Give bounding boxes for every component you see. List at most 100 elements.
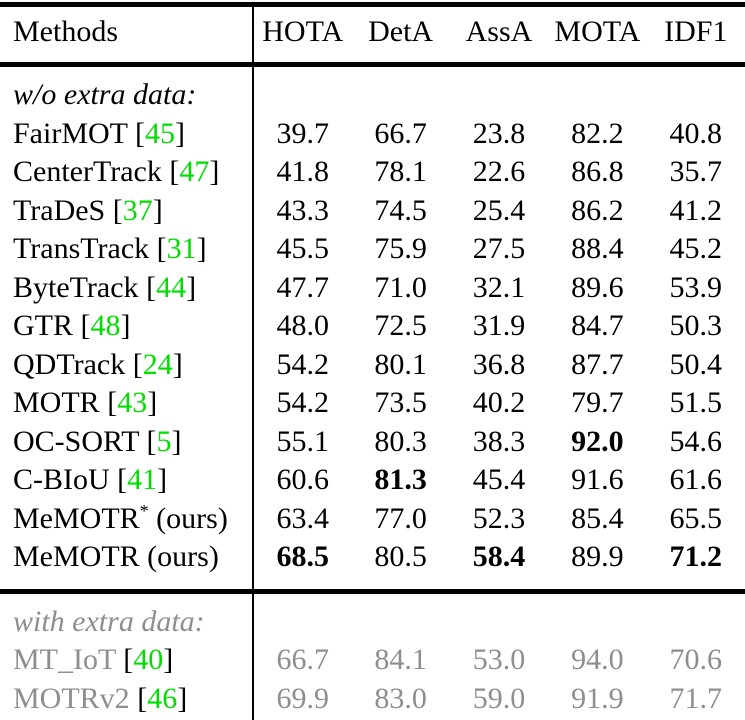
citation-link[interactable]: [43] bbox=[99, 386, 158, 419]
citation-number[interactable]: 24 bbox=[142, 347, 173, 381]
metric-value: 81.3 bbox=[374, 463, 427, 496]
citation-number[interactable]: 5 bbox=[156, 424, 172, 458]
column-header-mota: MOTA bbox=[548, 4, 647, 67]
section-header-row: w/o extra data: bbox=[0, 64, 745, 115]
method-name: MOTRv2 bbox=[13, 681, 130, 715]
table-row: OC-SORT [5] 55.1 80.3 38.3 92.0 54.6 bbox=[0, 422, 745, 461]
method-name: C-BIoU bbox=[13, 463, 110, 496]
table-row: MT_IoT [40] 66.7 84.1 53.0 94.0 70.6 bbox=[0, 641, 745, 680]
citation-number[interactable]: 46 bbox=[147, 681, 178, 715]
metric-value: 23.8 bbox=[472, 116, 526, 150]
metric-value: 66.7 bbox=[374, 116, 427, 150]
metric-value: 91.9 bbox=[571, 681, 624, 715]
metric-value: 70.6 bbox=[669, 643, 723, 676]
method-cell: GTR [48] bbox=[0, 307, 255, 346]
table-row: CenterTrack [47] 41.8 78.1 22.6 86.8 35.7 bbox=[0, 153, 745, 192]
column-header-methods: Methods bbox=[0, 4, 255, 67]
citation-bracket-close: ] bbox=[157, 463, 168, 496]
metric-value: 41.8 bbox=[276, 155, 329, 188]
citation-number[interactable]: 40 bbox=[133, 643, 164, 676]
method-cell: CenterTrack [47] bbox=[0, 153, 255, 192]
metric-value: 84.7 bbox=[571, 309, 624, 342]
metric-value: 80.5 bbox=[374, 540, 427, 573]
citation-number[interactable]: 44 bbox=[156, 270, 187, 304]
method-cell: TraDeS [37] bbox=[0, 191, 255, 230]
method-cell: TransTrack [31] bbox=[0, 230, 255, 269]
method-name: GTR bbox=[13, 309, 73, 342]
citation-number[interactable]: 37 bbox=[122, 193, 153, 227]
metric-value: 36.8 bbox=[472, 347, 526, 381]
citation-bracket-close: ] bbox=[209, 155, 220, 188]
citation-link[interactable]: [48] bbox=[73, 309, 131, 342]
method-suffix: (ours) bbox=[139, 540, 219, 573]
citation-link[interactable]: [47] bbox=[161, 155, 220, 188]
method-name: CenterTrack bbox=[13, 155, 162, 188]
table-row: MOTRv2 [46] 69.9 83.0 59.0 91.9 71.7 bbox=[0, 679, 745, 720]
citation-link[interactable]: [5] bbox=[139, 425, 182, 458]
metric-value: 88.4 bbox=[571, 232, 624, 265]
metric-value: 54.2 bbox=[276, 347, 329, 381]
table-header: Methods HOTA DetA AssA MOTA IDF1 bbox=[0, 4, 745, 67]
citation-number[interactable]: 43 bbox=[117, 386, 148, 419]
table-row: TraDeS [37] 43.3 74.5 25.4 86.2 41.2 bbox=[0, 191, 745, 230]
method-cell: MeMOTR (ours) bbox=[0, 538, 255, 591]
citation-number[interactable]: 45 bbox=[144, 116, 175, 150]
metric-value: 61.6 bbox=[669, 463, 723, 496]
metric-value: 39.7 bbox=[276, 116, 329, 150]
metric-value: 89.9 bbox=[571, 540, 624, 573]
citation-number[interactable]: 48 bbox=[90, 309, 121, 342]
citation-bracket-close: ] bbox=[147, 386, 158, 419]
metric-value: 78.1 bbox=[374, 155, 427, 188]
method-name: FairMOT bbox=[13, 116, 128, 150]
method-suffix: (ours) bbox=[148, 501, 228, 535]
table-row: ByteTrack [44] 47.7 71.0 32.1 89.6 53.9 bbox=[0, 268, 745, 307]
metric-value: 86.2 bbox=[571, 193, 624, 227]
metric-value: 71.7 bbox=[669, 681, 723, 715]
method-name: OC-SORT bbox=[13, 424, 140, 458]
section-header-row: with extra data: bbox=[0, 588, 745, 641]
citation-number[interactable]: 47 bbox=[179, 155, 210, 188]
citation-bracket-open: [ bbox=[99, 386, 118, 419]
metric-value: 55.1 bbox=[276, 424, 329, 458]
citation-number[interactable]: 31 bbox=[166, 232, 197, 265]
method-name: MT_IoT bbox=[13, 643, 116, 676]
citation-link[interactable]: [31] bbox=[149, 232, 207, 265]
table-row: MeMOTR (ours) 68.5 80.5 58.4 89.9 71.2 bbox=[0, 538, 745, 591]
metric-value: 87.7 bbox=[571, 347, 624, 381]
citation-link[interactable]: [44] bbox=[139, 270, 196, 304]
citation-link[interactable]: [45] bbox=[127, 117, 185, 150]
method-cell: MT_IoT [40] bbox=[0, 641, 255, 680]
section-label-text: with extra data: bbox=[13, 604, 205, 638]
citation-link[interactable]: [24] bbox=[125, 348, 183, 381]
table-row: QDTrack [24] 54.2 80.1 36.8 87.7 50.4 bbox=[0, 345, 745, 384]
metric-value: 53.0 bbox=[472, 643, 526, 676]
method-cell: MeMOTR* (ours) bbox=[0, 499, 255, 538]
citation-bracket-open: [ bbox=[161, 155, 180, 188]
metric-value: 75.9 bbox=[374, 232, 427, 265]
citation-link[interactable]: [41] bbox=[109, 463, 168, 496]
header-row: Methods HOTA DetA AssA MOTA IDF1 bbox=[0, 4, 745, 67]
metric-value: 50.3 bbox=[669, 309, 723, 342]
citation-link[interactable]: [40] bbox=[116, 643, 173, 676]
metric-value: 60.6 bbox=[276, 463, 329, 496]
citation-bracket-open: [ bbox=[109, 463, 128, 496]
method-name: MOTR bbox=[13, 386, 100, 419]
citation-bracket-close: ] bbox=[152, 193, 163, 227]
metric-value: 85.4 bbox=[571, 501, 624, 535]
method-name: TraDeS bbox=[13, 193, 106, 227]
citation-link[interactable]: [37] bbox=[105, 194, 163, 227]
metric-value: 74.5 bbox=[374, 193, 427, 227]
metric-value: 41.2 bbox=[669, 193, 723, 227]
citation-bracket-open: [ bbox=[149, 232, 167, 265]
metric-value: 32.1 bbox=[472, 270, 526, 304]
metric-value: 66.7 bbox=[276, 643, 329, 676]
citation-number[interactable]: 41 bbox=[127, 463, 158, 496]
metric-value: 45.4 bbox=[472, 463, 526, 496]
metric-value: 91.6 bbox=[571, 463, 624, 496]
metric-value: 69.9 bbox=[276, 681, 329, 715]
metric-value: 51.5 bbox=[669, 386, 723, 419]
metric-value: 71.2 bbox=[669, 540, 723, 573]
citation-bracket-open: [ bbox=[129, 681, 148, 715]
citation-link[interactable]: [46] bbox=[129, 681, 187, 715]
table-row: MeMOTR* (ours) 63.4 77.0 52.3 85.4 65.5 bbox=[0, 499, 745, 538]
